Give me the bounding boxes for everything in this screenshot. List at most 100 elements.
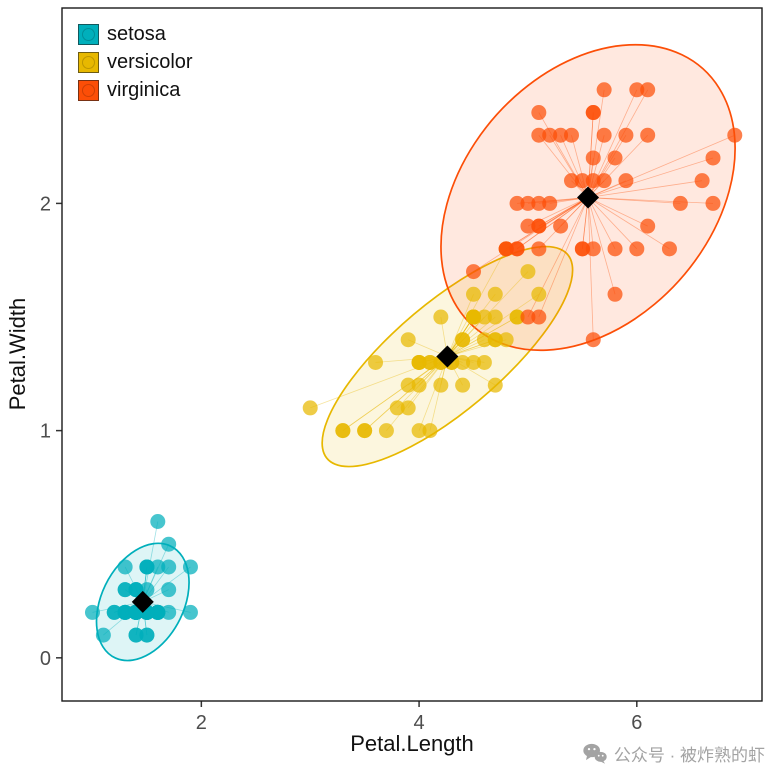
versicolor-data-point: [531, 286, 547, 302]
versicolor-data-point: [476, 354, 492, 370]
virginica-spider-line: [588, 197, 714, 204]
virginica-centroid-diamond: [577, 186, 600, 209]
virginica-data-point: [640, 127, 656, 143]
virginica-data-point: [596, 82, 612, 98]
virginica-data-point: [574, 241, 590, 257]
virginica-data-point: [531, 105, 547, 121]
versicolor-data-point: [422, 354, 438, 370]
setosa-data-point: [117, 604, 133, 620]
versicolor-data-point: [520, 264, 536, 280]
setosa-data-point: [161, 604, 177, 620]
virginica-data-point: [705, 195, 721, 211]
point-layer: [84, 82, 743, 643]
versicolor-data-point: [411, 423, 427, 439]
setosa-data-point: [150, 514, 166, 530]
virginica-spider-line: [538, 197, 589, 318]
virginica-data-point: [607, 150, 623, 166]
virginica-data-point: [705, 150, 721, 166]
virginica-data-point: [563, 127, 579, 143]
virginica-data-point: [509, 195, 525, 211]
virginica-spider-line: [588, 197, 681, 204]
virginica-data-point: [607, 286, 623, 302]
virginica-spider-line: [587, 197, 648, 227]
virginica-data-point: [629, 82, 645, 98]
setosa-data-point: [128, 582, 144, 598]
legend-label: virginica: [107, 79, 181, 101]
virginica-spider-line: [473, 197, 589, 272]
versicolor-data-point: [400, 377, 416, 393]
versicolor-data-point: [466, 286, 482, 302]
legend-key-versicolor: [78, 51, 99, 73]
virginica-spider-line: [505, 197, 589, 250]
virginica-data-point: [563, 173, 579, 189]
plot-panel: [62, 8, 762, 701]
setosa-data-point: [117, 559, 133, 575]
centroid-layer: [131, 186, 600, 613]
virginica-data-point: [531, 195, 547, 211]
virginica-data-point: [520, 218, 536, 234]
versicolor-data-point: [455, 354, 471, 370]
virginica-spider-line: [538, 197, 589, 227]
setosa-data-point: [182, 559, 198, 575]
versicolor-data-point: [476, 309, 492, 325]
setosa-data-point: [150, 559, 166, 575]
x-axis-title: Petal.Length: [350, 731, 474, 756]
virginica-spider-line: [587, 134, 648, 198]
virginica-spider-line: [538, 197, 589, 227]
versicolor-data-point: [487, 286, 503, 302]
versicolor-data-point: [422, 423, 438, 439]
virginica-data-point: [585, 173, 601, 189]
setosa-data-point: [84, 604, 100, 620]
virginica-spider-line: [587, 197, 616, 295]
versicolor-data-point: [400, 332, 416, 348]
legend-point-icon: [82, 83, 95, 97]
versicolor-data-point: [400, 400, 416, 416]
x-tick-label: 4: [414, 712, 425, 734]
legend-label: versicolor: [107, 51, 193, 73]
virginica-spider-line: [587, 197, 594, 340]
y-tick-label: 1: [40, 421, 51, 443]
virginica-data-point: [531, 241, 547, 257]
setosa-data-point: [117, 582, 133, 598]
virginica-spider-line: [587, 134, 735, 198]
versicolor-data-point: [389, 400, 405, 416]
virginica-data-point: [640, 218, 656, 234]
versicolor-data-point: [357, 423, 373, 439]
y-tick-label: 0: [40, 648, 51, 670]
versicolor-data-point: [378, 423, 394, 439]
virginica-data-point: [531, 309, 547, 325]
versicolor-data-point: [411, 377, 427, 393]
virginica-data-point: [727, 127, 743, 143]
virginica-spider-line: [516, 197, 589, 250]
virginica-spider-line: [587, 197, 670, 250]
y-tick-label: 2: [40, 193, 51, 215]
watermark: 公众号 · 被炸熟的虾: [583, 741, 765, 766]
virginica-data-point: [509, 241, 525, 257]
virginica-data-point: [629, 241, 645, 257]
virginica-data-point: [585, 105, 601, 121]
setosa-data-point: [161, 582, 177, 598]
versicolor-data-point: [302, 400, 318, 416]
panel-border: [61, 7, 763, 702]
wechat-icon: [583, 743, 607, 764]
versicolor-data-point: [455, 332, 471, 348]
virginica-spider-line: [505, 197, 589, 250]
setosa-data-point: [139, 627, 155, 643]
virginica-data-point: [531, 218, 547, 234]
legend-label: setosa: [107, 23, 166, 45]
virginica-data-point: [466, 264, 482, 280]
versicolor-data-point: [368, 354, 384, 370]
versicolor-data-point: [335, 423, 351, 439]
virginica-data-point: [661, 241, 677, 257]
versicolor-data-point: [466, 309, 482, 325]
virginica-data-point: [553, 218, 569, 234]
versicolor-data-point: [433, 377, 449, 393]
virginica-data-point: [585, 332, 601, 348]
virginica-data-point: [542, 195, 558, 211]
versicolor-data-point: [411, 354, 427, 370]
versicolor-data-point: [509, 309, 525, 325]
setosa-data-point: [139, 559, 155, 575]
legend-item-versicolor: versicolor: [78, 50, 193, 74]
